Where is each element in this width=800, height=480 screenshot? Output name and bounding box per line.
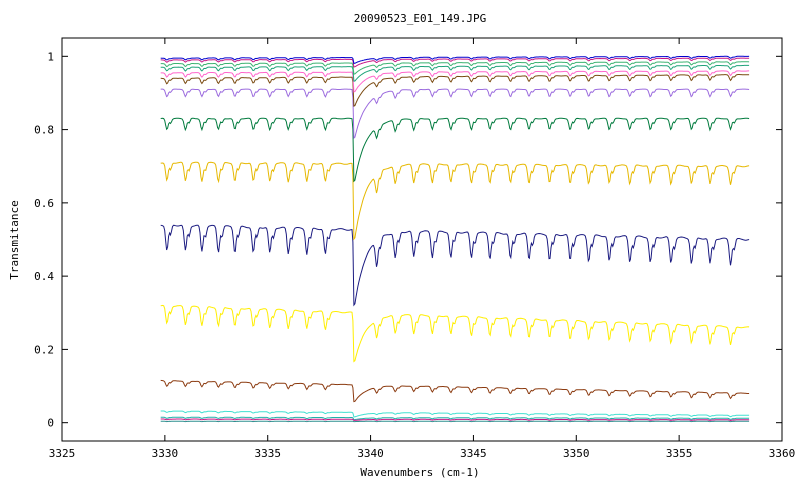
y-tick-label: 0 (47, 417, 54, 430)
series-line (160, 61, 750, 75)
series-line (160, 55, 750, 64)
series-line (160, 117, 750, 183)
x-tick-label: 3330 (152, 447, 179, 460)
x-tick-label: 3350 (563, 447, 590, 460)
y-tick-label: 0.8 (34, 124, 54, 137)
x-tick-label: 3340 (357, 447, 384, 460)
x-tick-label: 3360 (769, 447, 796, 460)
y-tick-label: 1 (47, 50, 54, 63)
x-axis-title: Wavenumbers (cm-1) (360, 466, 479, 479)
y-axis-title: Transmitance (8, 200, 21, 279)
y-axis: 0 0.2 0.4 0.6 0.8 1 (34, 50, 782, 430)
series-line (160, 410, 750, 418)
x-tick-label: 3345 (460, 447, 487, 460)
chart-title: 20090523_E01_149.JPG (354, 12, 486, 25)
series-line (160, 57, 750, 68)
plot-frame (61, 37, 783, 442)
y-tick-label: 0.6 (34, 197, 54, 210)
series-line (160, 418, 750, 422)
x-tick-label: 3325 (49, 447, 76, 460)
series-line (160, 64, 750, 82)
series-line (160, 379, 750, 403)
series-layer (160, 55, 750, 423)
series-line (160, 88, 750, 140)
x-axis: 3325 3330 3335 3340 3345 3350 3355 3360 (49, 38, 796, 460)
series-line (160, 224, 750, 307)
series-line (160, 304, 750, 363)
x-tick-label: 3335 (254, 447, 281, 460)
series-line (160, 161, 750, 241)
y-tick-label: 0.4 (34, 270, 54, 283)
x-tick-label: 3355 (666, 447, 693, 460)
series-line (160, 74, 750, 107)
series-line (160, 416, 750, 421)
series-line (160, 70, 750, 93)
y-tick-label: 0.2 (34, 343, 54, 356)
